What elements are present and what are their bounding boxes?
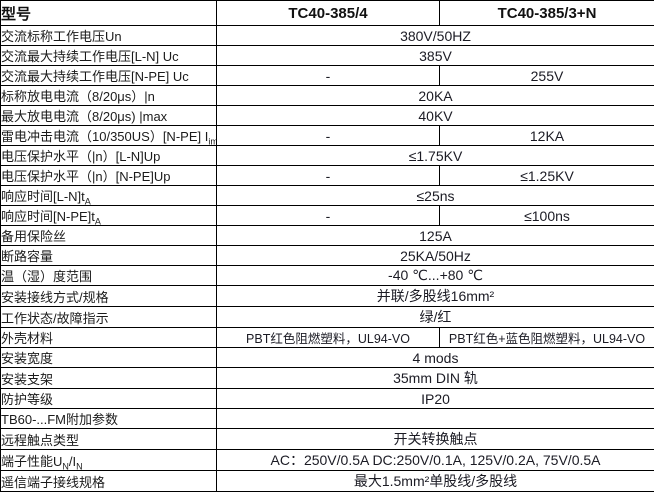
row-value: ≤100ns	[440, 206, 654, 226]
table-row: 响应时间[N-PE]tA-≤100ns	[1, 206, 654, 226]
row-value: 25KA/50Hz	[217, 246, 654, 266]
row-label: 交流最大持续工作电压[N-PE] Uc	[1, 66, 217, 86]
row-label: 交流标称工作电压Un	[1, 26, 217, 46]
row-value: 20KA	[217, 86, 654, 106]
row-value: 125A	[217, 226, 654, 246]
header-model-1: TC40-385/4	[217, 1, 440, 26]
row-value: -	[217, 206, 440, 226]
table-row: 电压保护水平（|n）[N-PE]Up-≤1.25KV	[1, 166, 654, 186]
row-value: IP20	[217, 389, 654, 409]
row-label: 电压保护水平（|n）[N-PE]Up	[1, 166, 217, 186]
row-label: 响应时间[L-N]tA	[1, 186, 217, 206]
row-value: 40KV	[217, 106, 654, 126]
row-label: 最大放电电流（8/20μs) |max	[1, 106, 217, 126]
row-label: 电压保护水平（|n）[L-N]Up	[1, 146, 217, 166]
row-value: 385V	[217, 46, 654, 66]
row-value: 12KA	[440, 126, 654, 146]
row-label: 温（湿）度范围	[1, 266, 217, 286]
row-value: ≤1.25KV	[440, 166, 654, 186]
row-label: 安装宽度	[1, 348, 217, 368]
table-row: 远程触点类型开关转换触点	[1, 429, 654, 450]
row-label: 断路容量	[1, 246, 217, 266]
table-row: TB60-...FM附加参数	[1, 409, 654, 429]
row-value: ≤25ns	[217, 186, 654, 206]
header-model-2: TC40-385/3+N	[440, 1, 654, 26]
table-header-row: 型号 TC40-385/4 TC40-385/3+N	[1, 1, 654, 26]
row-label: 工作状态/故障指示	[1, 307, 217, 328]
row-label: 交流最大持续工作电压[L-N] Uc	[1, 46, 217, 66]
row-value: 35mm DIN 轨	[217, 368, 654, 389]
row-label: 安装支架	[1, 368, 217, 389]
row-value: 最大1.5mm²单股线/多股线	[217, 471, 654, 492]
row-value: AC：250V/0.5A DC:250V/0.1A, 125V/0.2A, 75…	[217, 450, 654, 471]
row-label: TB60-...FM附加参数	[1, 409, 217, 429]
row-value: 并联/多股线16mm²	[217, 286, 654, 307]
row-label: 安装接线方式/规格	[1, 286, 217, 307]
table-row: 温（湿）度范围-40 ℃...+80 ℃	[1, 266, 654, 286]
row-label: 响应时间[N-PE]tA	[1, 206, 217, 226]
row-value: PBT红色阻燃塑料，UL94-VO	[217, 328, 440, 348]
row-label: 端子性能UN/IN	[1, 450, 217, 471]
row-value: 开关转换触点	[217, 429, 654, 450]
table-row: 交流最大持续工作电压[N-PE] Uc-255V	[1, 66, 654, 86]
row-label: 外壳材料	[1, 328, 217, 348]
header-model-label: 型号	[1, 1, 217, 26]
row-value: -	[217, 66, 440, 86]
row-value: -	[217, 126, 440, 146]
row-label: 远程触点类型	[1, 429, 217, 450]
table-row: 雷电冲击电流（10/350US）[N-PE] Iimp-12KA	[1, 126, 654, 146]
table-row: 遥信端子接线规格最大1.5mm²单股线/多股线	[1, 471, 654, 492]
row-label: 防护等级	[1, 389, 217, 409]
row-value: -	[217, 166, 440, 186]
row-value: 4 mods	[217, 348, 654, 368]
table-row: 电压保护水平（|n）[L-N]Up≤1.75KV	[1, 146, 654, 166]
row-value	[217, 409, 654, 429]
table-row: 工作状态/故障指示绿/红	[1, 307, 654, 328]
row-label: 标称放电电流（8/20μs）|n	[1, 86, 217, 106]
row-value: ≤1.75KV	[217, 146, 654, 166]
row-label: 备用保险丝	[1, 226, 217, 246]
row-value: 255V	[440, 66, 654, 86]
row-value: -40 ℃...+80 ℃	[217, 266, 654, 286]
row-label: 遥信端子接线规格	[1, 471, 217, 492]
table-row: 安装接线方式/规格并联/多股线16mm²	[1, 286, 654, 307]
row-label: 雷电冲击电流（10/350US）[N-PE] Iimp	[1, 126, 217, 146]
row-value: PBT红色+蓝色阻燃塑料，UL94-VO	[440, 328, 654, 348]
row-value: 380V/50HZ	[217, 26, 654, 46]
table-row: 响应时间[L-N]tA≤25ns	[1, 186, 654, 206]
row-value: 绿/红	[217, 307, 654, 328]
